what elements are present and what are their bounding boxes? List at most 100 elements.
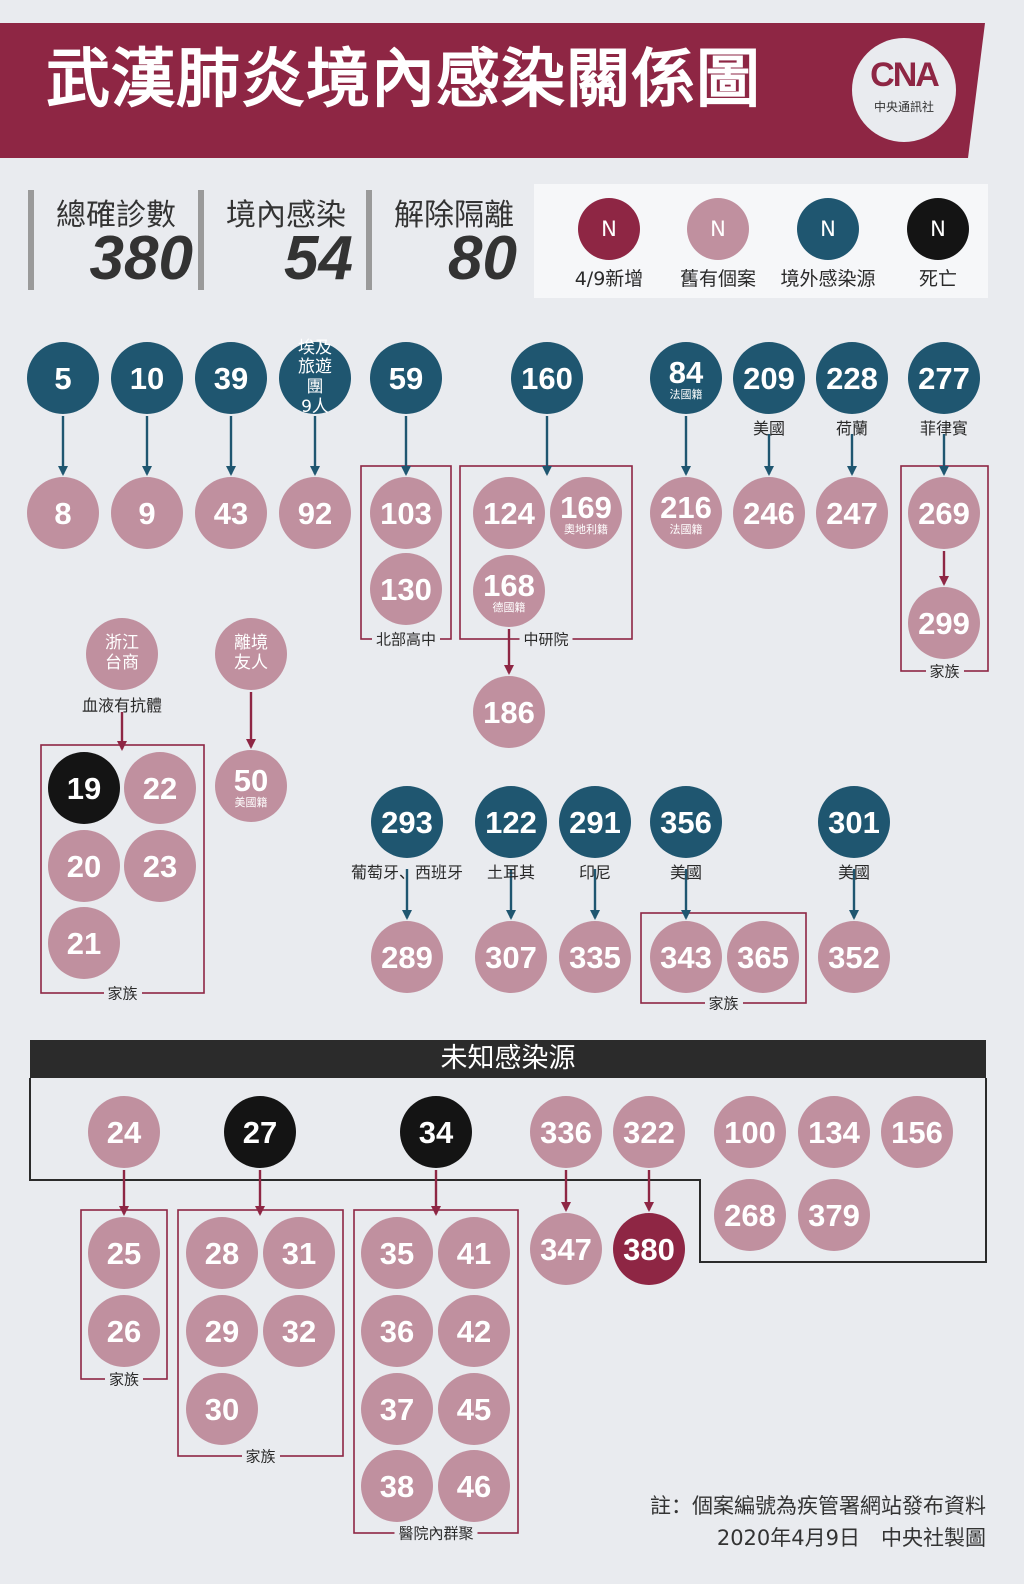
case-node-label: 5	[54, 360, 72, 396]
case-node-84: 84 法國籍	[650, 342, 722, 414]
cna-logo-caption: 中央通訊社	[873, 100, 934, 114]
case-node-39: 39	[195, 342, 267, 414]
case-node-29: 29	[186, 1295, 258, 1367]
case-node-label: 浙江台商	[105, 633, 139, 673]
source-country-label: 菲律賓	[919, 419, 969, 438]
case-node-label: 289	[381, 939, 433, 975]
case-node-59: 59	[370, 342, 442, 414]
case-node-46: 46	[438, 1450, 510, 1522]
case-node-egypt: 埃及旅遊團 9人	[279, 337, 351, 416]
case-node-label: 50	[233, 762, 269, 798]
legend-swatch: N	[907, 198, 969, 260]
stat-local-label: 境內感染	[226, 198, 346, 233]
case-node-sublabel: 法國籍	[669, 522, 703, 536]
case-node-24: 24	[88, 1096, 160, 1168]
source-country-label: 印尼	[578, 863, 612, 882]
case-node-friend: 離境友人	[215, 618, 287, 690]
case-node-label: 32	[281, 1313, 317, 1349]
case-node-label: 299	[918, 605, 970, 641]
case-node-label: 45	[456, 1391, 492, 1427]
legend-label: 舊有個案	[679, 268, 757, 290]
case-node-label: 365	[737, 939, 789, 975]
case-node-8: 8	[27, 477, 99, 549]
case-node-label: 8	[54, 495, 72, 531]
case-node-label: 343	[660, 939, 712, 975]
case-node-307: 307	[475, 921, 547, 993]
case-node-label: 31	[281, 1235, 317, 1271]
source-country-label: 美國	[837, 863, 871, 882]
case-node-291: 291	[559, 786, 631, 858]
case-node-sublabel: 9人	[301, 396, 329, 417]
case-node-label: 156	[891, 1114, 943, 1150]
case-node-322: 322	[613, 1096, 685, 1168]
cna-logo: CNA 中央通訊社	[852, 58, 956, 115]
case-node-label: 335	[569, 939, 621, 975]
case-node-20: 20	[48, 830, 120, 902]
case-node-label: 122	[485, 804, 537, 840]
case-node-209: 209	[733, 342, 805, 414]
case-node-168: 168 德國籍	[473, 555, 545, 627]
case-node-label: 28	[204, 1235, 240, 1271]
case-node-label: 307	[485, 939, 537, 975]
group-label: 北部高中	[371, 628, 441, 650]
legend-symbol: N	[820, 216, 836, 241]
stat-local: 境內感染 54	[198, 190, 369, 290]
case-node-label: 228	[826, 360, 878, 396]
source-country-label: 葡萄牙、西班牙	[350, 863, 464, 882]
case-node-label: 37	[379, 1391, 415, 1427]
case-node-label: 38	[379, 1468, 415, 1504]
legend-label: 4/9新增	[574, 268, 644, 290]
case-node-label: 39	[213, 360, 249, 396]
case-node-label: 130	[380, 571, 432, 607]
case-node-label: 41	[456, 1235, 492, 1271]
case-node-sublabel: 德國籍	[492, 600, 526, 614]
case-node-293: 293	[371, 786, 443, 858]
cna-logo-text: CNA	[870, 56, 940, 94]
case-node-380: 380	[613, 1213, 685, 1285]
case-node-sublabel: 奧地利籍	[564, 522, 608, 536]
case-node-22: 22	[124, 752, 196, 824]
legend-label: 境外感染源	[780, 268, 876, 290]
source-country-label: 美國	[669, 863, 703, 882]
stat-total: 總確診數 380	[28, 190, 199, 290]
legend-label: 死亡	[918, 268, 958, 290]
case-node-label: 埃及旅遊團	[298, 337, 332, 397]
case-node-9: 9	[111, 477, 183, 549]
stat-recovered: 解除隔離 80	[366, 190, 537, 290]
group-label: 家族	[104, 1368, 144, 1390]
case-node-156: 156	[881, 1096, 953, 1168]
case-node-label: 9	[138, 495, 156, 531]
case-node-label: 10	[129, 360, 165, 396]
case-node-label: 186	[483, 694, 535, 730]
case-node-label: 301	[828, 804, 880, 840]
case-node-30: 30	[186, 1373, 258, 1445]
case-node-134: 134	[798, 1096, 870, 1168]
case-node-36: 36	[361, 1295, 433, 1367]
case-node-352: 352	[818, 921, 890, 993]
group-label: 家族	[925, 660, 964, 682]
group-label: 家族	[704, 992, 743, 1014]
case-node-246: 246	[733, 477, 805, 549]
source-country-label: 荷蘭	[835, 419, 869, 438]
unknown-source-frame	[29, 1078, 987, 1263]
case-node-label: 29	[204, 1313, 240, 1349]
case-node-247: 247	[816, 477, 888, 549]
case-node-100: 100	[714, 1096, 786, 1168]
case-node-label: 379	[808, 1197, 860, 1233]
case-node-label: 352	[828, 939, 880, 975]
case-node-45: 45	[438, 1373, 510, 1445]
source-country-label: 血液有抗體	[81, 696, 163, 715]
case-node-label: 30	[204, 1391, 240, 1427]
case-node-228: 228	[816, 342, 888, 414]
case-node-34: 34	[400, 1096, 472, 1168]
legend-symbol: N	[710, 216, 726, 241]
case-node-37: 37	[361, 1373, 433, 1445]
case-node-label: 19	[66, 770, 102, 806]
case-node-label: 23	[142, 848, 178, 884]
case-node-124: 124	[473, 477, 545, 549]
case-node-92: 92	[279, 477, 351, 549]
group-label: 家族	[103, 982, 142, 1004]
case-node-27: 27	[224, 1096, 296, 1168]
case-node-50: 50 美國籍	[215, 750, 287, 822]
case-node-sublabel: 法國籍	[669, 387, 703, 401]
